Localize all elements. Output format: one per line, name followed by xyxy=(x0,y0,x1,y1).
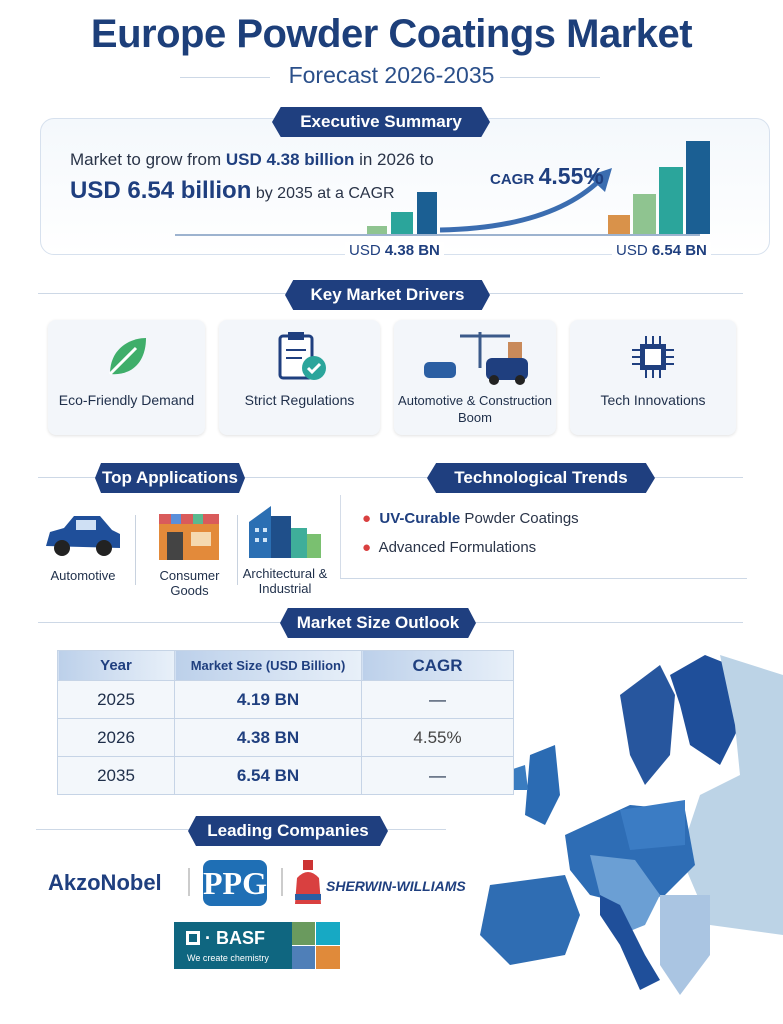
bar xyxy=(367,226,387,234)
cagr-value: 4.55% xyxy=(538,163,604,189)
car-icon xyxy=(46,516,120,556)
car-crane-icon xyxy=(424,332,528,385)
sherwin-williams-globe-icon xyxy=(295,860,321,904)
summary-line-2: USD 6.54 billion by 2035 at a CAGR xyxy=(70,177,395,205)
europe-map-icon xyxy=(480,655,783,995)
summary-line-1: Market to grow from USD 4.38 billion in … xyxy=(70,150,434,170)
divider xyxy=(180,77,270,78)
small-bar-chart xyxy=(367,192,437,234)
driver-label: Strict Regulations xyxy=(244,392,355,408)
cagr-label: CAGR 4.55% xyxy=(490,163,604,190)
page-title: Europe Powder Coatings Market xyxy=(90,12,693,56)
chip-icon xyxy=(632,336,674,378)
size-cell: 4.38 BN xyxy=(174,718,362,757)
year-cell: 2026 xyxy=(57,718,175,757)
market-size-table: Year Market Size (USD Billion) CAGR 2025… xyxy=(57,650,514,795)
basf-name: BASF xyxy=(216,928,265,948)
basf-tagline: We create chemistry xyxy=(187,953,269,963)
large-bar-chart xyxy=(608,141,710,234)
driver-card-eco: Eco-Friendly Demand xyxy=(48,320,205,435)
text: Market to grow from xyxy=(70,150,226,169)
end-bar-label: USD 6.54 BN xyxy=(612,242,711,259)
page-subtitle: Forecast 2026-2035 xyxy=(288,62,495,88)
trend-item: ● UV-Curable Powder Coatings xyxy=(362,510,579,527)
driver-label: Automotive & Construction Boom xyxy=(398,393,552,425)
growth-arrow-icon xyxy=(440,168,612,233)
table-row: 2035 6.54 BN — xyxy=(57,756,514,795)
start-value: USD 4.38 billion xyxy=(225,150,355,169)
akzonobel-logo: AkzoNobel xyxy=(48,870,162,895)
basf-logo: · BASF We create chemistry xyxy=(174,922,292,969)
bar xyxy=(633,194,656,234)
bar xyxy=(417,192,437,234)
divider xyxy=(340,578,747,579)
basf-color-squares xyxy=(292,922,340,969)
text: in 2026 to xyxy=(354,150,434,169)
buildings-icon xyxy=(249,506,321,558)
table-row: 2026 4.38 BN 4.55% xyxy=(57,718,514,757)
outlook-heading: Market Size Outlook xyxy=(280,608,476,638)
divider xyxy=(135,515,136,585)
bar xyxy=(686,141,710,234)
divider xyxy=(340,495,341,578)
driver-card-tech: Tech Innovations xyxy=(570,320,736,435)
text: by 2035 at a CAGR xyxy=(251,185,395,202)
column-header: Year xyxy=(57,650,175,681)
driver-card-regulations: Strict Regulations xyxy=(219,320,380,435)
cagr-cell: — xyxy=(361,680,514,719)
column-header: CAGR xyxy=(361,650,514,681)
applications-heading: Top Applications xyxy=(95,463,245,493)
year-cell: 2025 xyxy=(57,680,175,719)
store-icon xyxy=(159,514,219,560)
column-header: Market Size (USD Billion) xyxy=(174,650,362,681)
start-bar-label: USD 4.38 BN xyxy=(345,242,444,259)
trend-item: ● Advanced Formulations xyxy=(362,539,537,556)
driver-label: Eco-Friendly Demand xyxy=(58,392,195,408)
application-label: Automotive xyxy=(50,568,116,583)
clipboard-check-icon xyxy=(278,332,326,380)
table-header-row: Year Market Size (USD Billion) CAGR xyxy=(57,650,514,681)
end-value: USD 6.54 billion xyxy=(70,177,252,204)
divider xyxy=(281,868,283,896)
driver-card-automotive-construction: Automotive & Construction Boom xyxy=(394,320,556,435)
cagr-cell: 4.55% xyxy=(361,718,514,757)
cagr-cell: — xyxy=(361,756,514,795)
divider xyxy=(188,868,190,896)
bar xyxy=(391,212,413,234)
application-label: Architectural & Industrial xyxy=(242,566,328,596)
year-cell: 2035 xyxy=(57,756,175,795)
divider xyxy=(38,477,743,478)
sherwin-williams-logo: Sherwin-Williams xyxy=(326,878,466,894)
leaf-icon xyxy=(108,338,146,376)
drivers-heading: Key Market Drivers xyxy=(285,280,490,310)
bar xyxy=(608,215,630,234)
application-label: Consumer Goods xyxy=(159,568,220,598)
executive-summary-heading: Executive Summary xyxy=(272,107,490,137)
bar xyxy=(659,167,683,234)
divider xyxy=(500,77,600,78)
divider xyxy=(237,515,238,585)
ppg-logo: PPG xyxy=(203,860,267,906)
size-cell: 4.19 BN xyxy=(174,680,362,719)
size-cell: 6.54 BN xyxy=(174,756,362,795)
companies-heading: Leading Companies xyxy=(188,816,388,846)
text: CAGR xyxy=(490,171,535,188)
table-row: 2025 4.19 BN — xyxy=(57,680,514,719)
trends-heading: Technological Trends xyxy=(427,463,655,493)
driver-label: Tech Innovations xyxy=(600,392,706,408)
baseline xyxy=(175,234,700,236)
